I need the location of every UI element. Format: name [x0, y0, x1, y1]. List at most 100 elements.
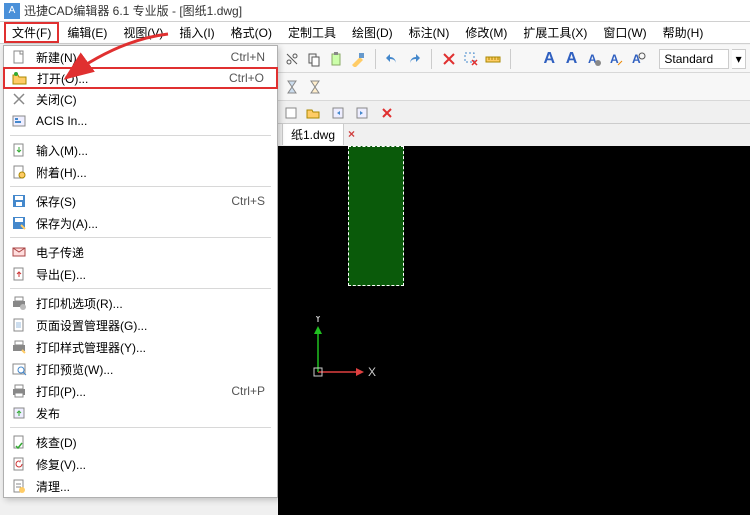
menu-item-attach[interactable]: 附着(H)... — [4, 161, 277, 183]
menu-item-label: 核查(D) — [36, 434, 271, 451]
menu-item-print[interactable]: 打印(P)...Ctrl+P — [4, 380, 277, 402]
menu-item-label: 页面设置管理器(G)... — [36, 317, 271, 334]
toolbar-row-2 — [278, 73, 750, 101]
menu-item-acis[interactable]: ACIS In... — [4, 110, 277, 132]
text-a-icon[interactable]: A — [540, 49, 559, 69]
recover-icon — [10, 455, 28, 473]
menu-item-shortcut: Ctrl+N — [231, 50, 265, 64]
paste-icon[interactable] — [326, 49, 345, 69]
menu-item-label: 发布 — [36, 405, 271, 422]
attach-icon — [10, 163, 28, 181]
menu-item-audit[interactable]: 核查(D) — [4, 431, 277, 453]
menu-item-label: 保存(S) — [36, 193, 231, 210]
hourglass-icon[interactable] — [282, 77, 302, 97]
purge-icon — [10, 477, 28, 495]
menu-item-printopt[interactable]: 打印机选项(R)... — [4, 292, 277, 314]
menu-item-pagesetup[interactable]: 页面设置管理器(G)... — [4, 314, 277, 336]
close-tab-icon[interactable]: × — [348, 127, 355, 141]
export-icon — [10, 265, 28, 283]
menu-item-import[interactable]: 输入(M)... — [4, 139, 277, 161]
acis-icon — [10, 112, 28, 130]
menu-item-label: 清理... — [36, 478, 271, 495]
plotstyle-icon — [10, 338, 28, 356]
toolbar-separator — [431, 49, 432, 69]
toolbar-row-1: A A A A A Standard ▾ — [278, 45, 750, 73]
text-find-icon[interactable]: A — [628, 49, 647, 69]
ucs-y-label: Y — [314, 316, 322, 325]
menu-item-save[interactable]: 保存(S)Ctrl+S — [4, 190, 277, 212]
cut-icon[interactable] — [282, 49, 301, 69]
import-icon — [10, 141, 28, 159]
tab-next-icon[interactable] — [352, 104, 370, 122]
document-tab-label: 纸1.dwg — [291, 128, 335, 142]
menu-item-label: 保存为(A)... — [36, 215, 271, 232]
redo-icon[interactable] — [405, 49, 424, 69]
text-settings-icon[interactable]: A — [584, 49, 603, 69]
new-icon — [10, 48, 28, 66]
hourglass2-icon[interactable] — [305, 77, 325, 97]
menu-custom-tools[interactable]: 定制工具 — [280, 22, 344, 43]
menu-item-recover[interactable]: 修复(V)... — [4, 453, 277, 475]
tab-close-icon[interactable] — [378, 104, 396, 122]
saveas-icon — [10, 214, 28, 232]
toolbar-separator — [510, 49, 511, 69]
text-a2-icon[interactable]: A — [562, 49, 581, 69]
drawing-canvas[interactable]: X Y — [278, 146, 750, 515]
menu-divider — [10, 237, 271, 238]
menu-help[interactable]: 帮助(H) — [655, 22, 712, 43]
menu-express[interactable]: 扩展工具(X) — [515, 22, 595, 43]
doc-tab-toolbar — [278, 102, 750, 124]
preview-icon — [10, 360, 28, 378]
menu-item-label: 输入(M)... — [36, 142, 271, 159]
tab-open-icon[interactable] — [304, 104, 322, 122]
menu-draw[interactable]: 绘图(D) — [344, 22, 401, 43]
menu-item-etrans[interactable]: 电子传递 — [4, 241, 277, 263]
menu-item-label: 打印机选项(R)... — [36, 295, 271, 312]
text-style-dropdown[interactable]: Standard — [659, 49, 729, 69]
menu-item-label: 电子传递 — [36, 244, 271, 261]
publish-icon — [10, 404, 28, 422]
toolbar-separator — [375, 49, 376, 69]
menu-window[interactable]: 窗口(W) — [595, 22, 654, 43]
canvas-area: 纸1.dwg × X Y — [278, 102, 750, 515]
text-edit-icon[interactable]: A — [606, 49, 625, 69]
print-icon — [10, 382, 28, 400]
tab-new-icon[interactable] — [282, 104, 300, 122]
menu-item-close[interactable]: 关闭(C) — [4, 88, 277, 110]
delete-x-icon[interactable] — [439, 49, 458, 69]
etrans-icon — [10, 243, 28, 261]
menu-item-plotstyle[interactable]: 打印样式管理器(Y)... — [4, 336, 277, 358]
menu-divider — [10, 288, 271, 289]
ucs-x-label: X — [368, 365, 376, 379]
menu-format[interactable]: 格式(O) — [223, 22, 280, 43]
menu-item-label: 打印(P)... — [36, 383, 231, 400]
undo-icon[interactable] — [383, 49, 402, 69]
menu-divider — [10, 186, 271, 187]
selected-rectangle[interactable] — [348, 146, 404, 286]
select-x-icon[interactable] — [461, 49, 480, 69]
menu-dimension[interactable]: 标注(N) — [401, 22, 458, 43]
save-icon — [10, 192, 28, 210]
dropdown-arrow-icon[interactable]: ▾ — [732, 49, 745, 69]
document-tab[interactable]: 纸1.dwg — [282, 123, 344, 145]
menu-item-purge[interactable]: 清理... — [4, 475, 277, 497]
menu-item-publish[interactable]: 发布 — [4, 402, 277, 424]
menu-item-shortcut: Ctrl+P — [231, 384, 265, 398]
annotation-arrow-icon — [58, 30, 178, 90]
menu-modify[interactable]: 修改(M) — [457, 22, 515, 43]
menu-file[interactable]: 文件(F) — [4, 22, 59, 43]
copy-icon[interactable] — [304, 49, 323, 69]
menu-item-label: 导出(E)... — [36, 266, 271, 283]
menu-insert[interactable]: 插入(I) — [171, 22, 222, 43]
printopt-icon — [10, 294, 28, 312]
pagesetup-icon — [10, 316, 28, 334]
menu-item-label: 修复(V)... — [36, 456, 271, 473]
menu-item-label: 打印样式管理器(Y)... — [36, 339, 271, 356]
tab-prev-icon[interactable] — [330, 104, 348, 122]
ruler-icon[interactable] — [483, 49, 502, 69]
match-icon[interactable] — [349, 49, 368, 69]
menu-item-saveas[interactable]: 保存为(A)... — [4, 212, 277, 234]
menu-item-preview[interactable]: 打印预览(W)... — [4, 358, 277, 380]
menu-divider — [10, 427, 271, 428]
menu-item-export[interactable]: 导出(E)... — [4, 263, 277, 285]
